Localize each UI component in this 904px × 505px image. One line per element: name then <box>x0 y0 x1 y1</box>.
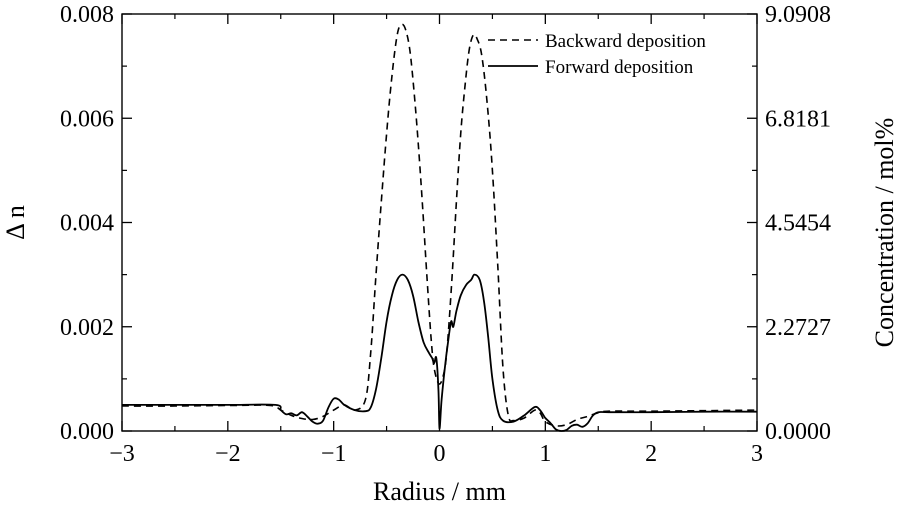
secondary-y-tick-label: 6.8181 <box>765 106 831 132</box>
y-tick-label: 0.006 <box>60 106 114 132</box>
legend-label-forward-deposition: Forward deposition <box>545 57 694 78</box>
x-tick-label: −2 <box>215 441 241 467</box>
x-axis-title: Radius / mm <box>373 477 506 505</box>
y-tick-label: 0.004 <box>60 211 114 237</box>
secondary-y-tick-label: 0.0000 <box>765 419 831 445</box>
x-tick-label: 2 <box>645 441 657 467</box>
series-forward-deposition-line <box>122 273 758 432</box>
series-layer <box>121 23 758 432</box>
plot-frame <box>121 13 758 432</box>
secondary-y-tick-label: 4.5454 <box>765 211 831 237</box>
x-tick-label: 0 <box>434 441 446 467</box>
series-backward-deposition-line <box>121 23 758 427</box>
x-tick-label: 1 <box>539 441 551 467</box>
x-tick-label: 3 <box>751 441 763 467</box>
secondary-y-axis-title: Concentration / mol% <box>870 118 899 348</box>
tick-labels: −3 −2 −1 0 1 2 3 0.000 0.002 0.004 0.006 0.008 0.000… <box>60 2 831 467</box>
y-tick-label: 0.000 <box>60 419 114 445</box>
x-tick-label: −3 <box>109 441 135 467</box>
legend-label-backward-deposition: Backward deposition <box>545 31 706 52</box>
y-tick-label: 0.002 <box>60 315 114 341</box>
secondary-y-tick-label: 9.0908 <box>765 2 831 28</box>
legend: Backward deposition Forward deposition <box>488 31 706 78</box>
y-axis-title: Δ n <box>1 205 30 240</box>
y-tick-label: 0.008 <box>60 2 114 28</box>
x-tick-label: −1 <box>321 441 347 467</box>
secondary-y-tick-label: 2.2727 <box>765 315 831 341</box>
